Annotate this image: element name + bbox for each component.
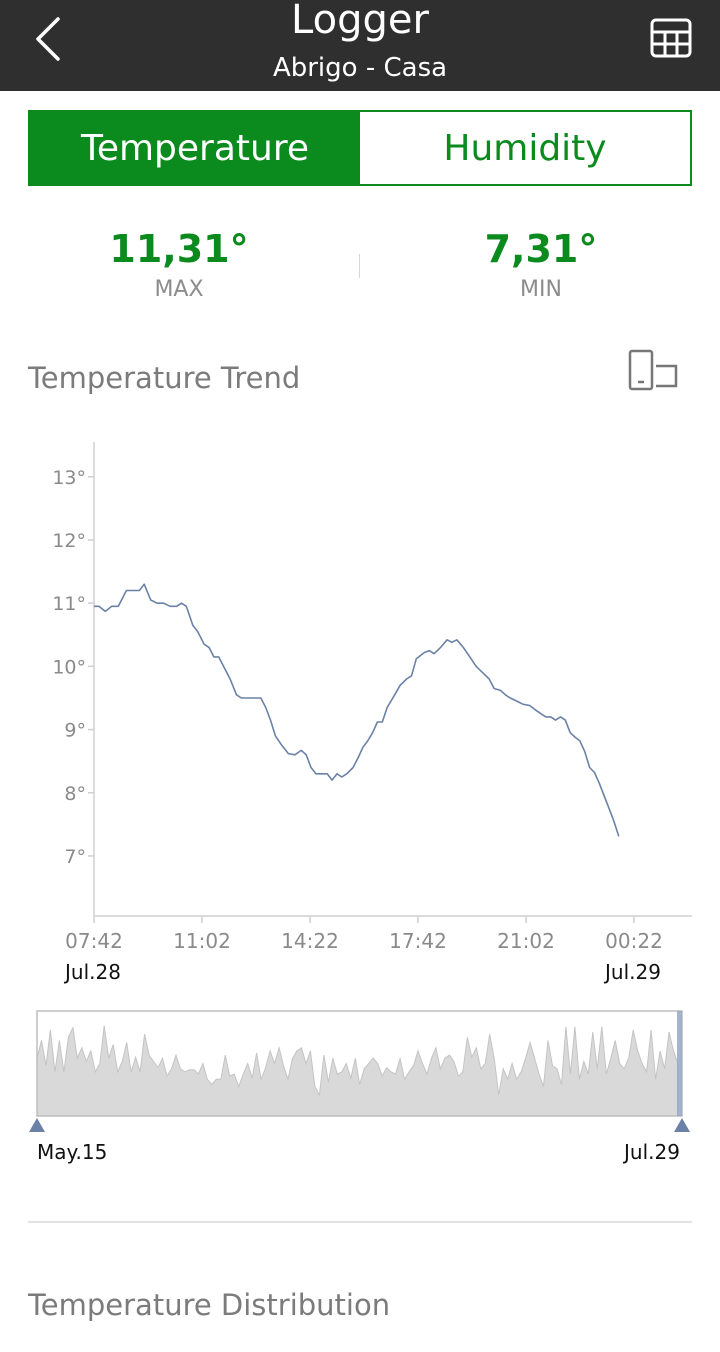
tab-temperature[interactable]: Temperature bbox=[30, 112, 360, 184]
x-tick-label: 21:02 bbox=[497, 929, 555, 953]
table-grid-icon[interactable] bbox=[648, 16, 694, 60]
tab-humidity[interactable]: Humidity bbox=[360, 112, 690, 184]
navigator-area bbox=[36, 1025, 679, 1117]
y-tick-label: 12° bbox=[52, 530, 86, 552]
max-value: 11,31° bbox=[109, 227, 249, 271]
trend-title: Temperature Trend bbox=[28, 361, 301, 395]
range-navigator[interactable] bbox=[0, 1005, 720, 1135]
app-bar: Logger Abrigo - Casa bbox=[0, 0, 720, 91]
y-tick-label: 13° bbox=[52, 467, 86, 489]
x-tick-label: 14:22 bbox=[281, 929, 339, 953]
y-tick-label: 11° bbox=[52, 593, 86, 615]
page-subtitle: Abrigo - Casa bbox=[272, 53, 448, 83]
min-value: 7,31° bbox=[484, 227, 598, 271]
rotate-screen-icon[interactable] bbox=[626, 348, 682, 392]
x-start-date-label: Jul.28 bbox=[65, 960, 121, 984]
y-tick-label: 8° bbox=[64, 783, 86, 805]
min-label: MIN bbox=[520, 277, 562, 302]
y-tick-label: 7° bbox=[64, 846, 86, 868]
x-tick-label: 07:42 bbox=[65, 929, 123, 953]
stat-divider bbox=[359, 254, 360, 278]
min-stat: 7,31° MIN bbox=[391, 226, 691, 304]
range-end-label: Jul.29 bbox=[624, 1140, 680, 1164]
x-tick-label: 11:02 bbox=[173, 929, 231, 953]
temperature-series-line bbox=[94, 583, 620, 837]
x-tick-label: 17:42 bbox=[389, 929, 447, 953]
x-end-date-label: Jul.29 bbox=[605, 960, 661, 984]
page-title: Logger bbox=[291, 0, 429, 43]
x-tick-label: 00:22 bbox=[605, 929, 663, 953]
range-start-label: May.15 bbox=[37, 1140, 108, 1164]
navigator-end-handle[interactable] bbox=[674, 1118, 690, 1132]
y-tick-label: 9° bbox=[64, 720, 86, 742]
y-tick-label: 10° bbox=[52, 656, 86, 678]
max-label: MAX bbox=[154, 277, 204, 302]
navigator-start-handle[interactable] bbox=[29, 1118, 45, 1132]
chevron-left-icon[interactable] bbox=[28, 14, 72, 64]
section-divider bbox=[28, 1221, 692, 1223]
temperature-trend-chart[interactable]: 13° 12° 11° 10° 9° 8° 7° 07:42 11:02 14:22 17:42 21… bbox=[0, 430, 720, 990]
navigator-selection[interactable] bbox=[677, 1011, 682, 1116]
metric-tabs: Temperature Humidity bbox=[28, 110, 692, 186]
max-stat: 11,31° MAX bbox=[29, 226, 329, 304]
distribution-title: Temperature Distribution bbox=[28, 1288, 391, 1322]
